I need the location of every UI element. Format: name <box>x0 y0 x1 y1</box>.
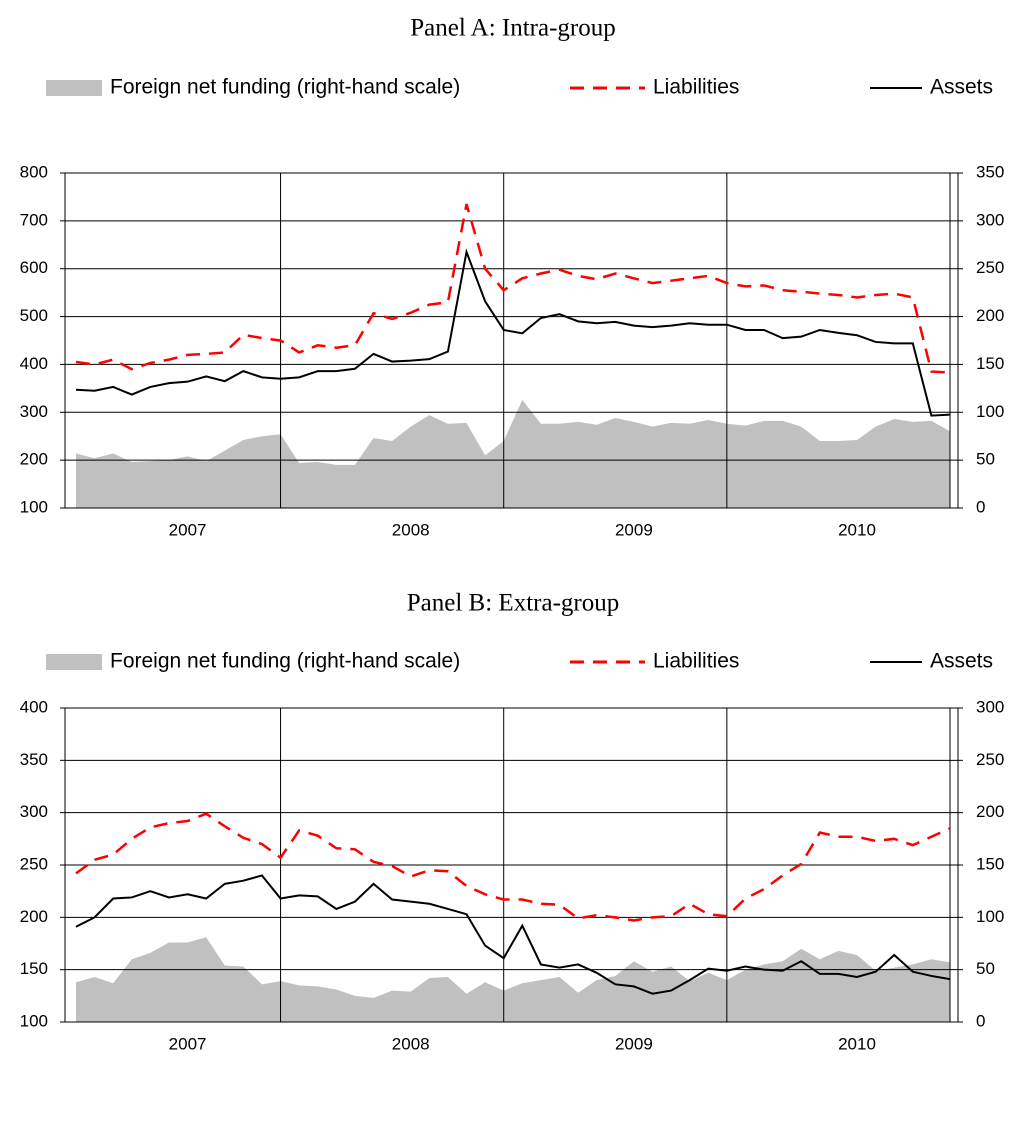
y-tick-label: 150 <box>20 959 48 978</box>
y-tick-label: 400 <box>20 697 48 716</box>
y-tick-label: 300 <box>20 402 48 421</box>
y2-tick-label: 250 <box>976 750 1004 769</box>
legend-label: Foreign net funding (right-hand scale) <box>110 650 460 673</box>
x-tick-label: 2010 <box>838 1034 876 1053</box>
y2-tick-label: 50 <box>976 959 995 978</box>
y-tick-label: 100 <box>20 497 48 516</box>
x-tick-label: 2008 <box>392 1034 430 1053</box>
y-tick-label: 500 <box>20 306 48 325</box>
legend-swatch <box>46 80 102 96</box>
area <box>76 937 950 1022</box>
y-tick-label: 700 <box>20 210 48 229</box>
y2-tick-label: 350 <box>976 162 1004 181</box>
y2-tick-label: 150 <box>976 354 1004 373</box>
y2-tick-label: 150 <box>976 854 1004 873</box>
y-tick-label: 250 <box>20 854 48 873</box>
y2-tick-label: 200 <box>976 306 1004 325</box>
y2-tick-label: 200 <box>976 802 1004 821</box>
line <box>75 812 951 922</box>
chart-title: Panel A: Intra-group <box>410 15 616 42</box>
legend-swatch <box>46 654 102 670</box>
y2-tick-label: 100 <box>976 402 1004 421</box>
x-tick-label: 2008 <box>392 520 430 539</box>
chart-title: Panel B: Extra-group <box>407 590 619 617</box>
line <box>75 874 951 995</box>
y-tick-label: 800 <box>20 162 48 181</box>
y2-tick-label: 300 <box>976 210 1004 229</box>
legend-label: Foreign net funding (right-hand scale) <box>110 76 460 99</box>
y-tick-label: 200 <box>20 907 48 926</box>
legend-label: Assets <box>930 76 993 99</box>
line <box>75 203 951 374</box>
y2-tick-label: 300 <box>976 697 1004 716</box>
line <box>75 248 951 417</box>
y2-tick-label: 0 <box>976 1011 985 1030</box>
y-tick-label: 100 <box>20 1011 48 1030</box>
y-tick-label: 200 <box>20 450 48 469</box>
area <box>76 399 950 508</box>
x-tick-label: 2007 <box>169 520 207 539</box>
x-tick-label: 2009 <box>615 520 653 539</box>
y-tick-label: 300 <box>20 802 48 821</box>
legend-label: Liabilities <box>653 650 739 673</box>
y-tick-label: 400 <box>20 354 48 373</box>
y-tick-label: 600 <box>20 258 48 277</box>
y2-tick-label: 0 <box>976 497 985 516</box>
y2-tick-label: 100 <box>976 907 1004 926</box>
x-tick-label: 2007 <box>169 1034 207 1053</box>
x-tick-label: 2010 <box>838 520 876 539</box>
y-tick-label: 350 <box>20 750 48 769</box>
legend-label: Liabilities <box>653 76 739 99</box>
legend-label: Assets <box>930 650 993 673</box>
x-tick-label: 2009 <box>615 1034 653 1053</box>
y2-tick-label: 50 <box>976 450 995 469</box>
y2-tick-label: 250 <box>976 258 1004 277</box>
